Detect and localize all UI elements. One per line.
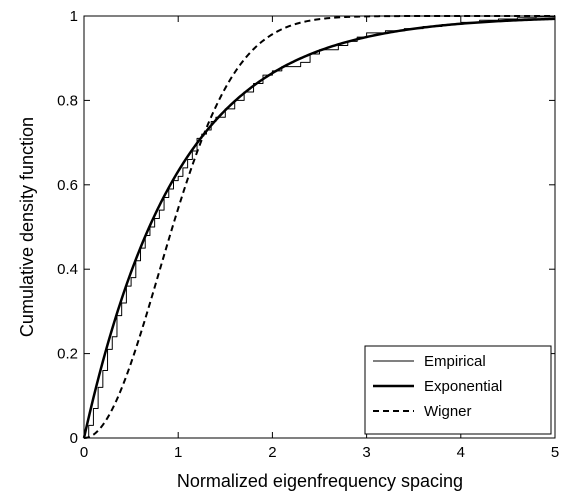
- legend-label-exponential: Exponential: [424, 378, 502, 395]
- x-tick-label-0: 0: [80, 444, 88, 461]
- series-line-exponential: [82, 17, 556, 439]
- x-axis-label: Normalized eigenfrequency spacing: [177, 471, 463, 491]
- series-line-empirical: [84, 16, 556, 439]
- y-axis-label: Cumulative density function: [17, 117, 37, 337]
- x-tick-label-4: 4: [457, 444, 465, 461]
- x-tick-label-3: 3: [362, 444, 370, 461]
- y-tick-label-3: 0.6: [57, 177, 78, 194]
- chart-series: [82, 15, 556, 439]
- y-tick-label-0: 0: [70, 430, 78, 447]
- legend-label-empirical: Empirical: [424, 353, 486, 370]
- legend-label-wigner: Wigner: [424, 403, 472, 420]
- axis-tick-labels: 0 1 2 3 4 5 0 0.2 0.4 0.6 0.8 1: [57, 8, 559, 461]
- x-tick-label-5: 5: [551, 444, 559, 461]
- y-tick-label-4: 0.8: [57, 92, 78, 109]
- x-tick-label-1: 1: [174, 444, 182, 461]
- y-tick-label-2: 0.4: [57, 261, 78, 278]
- y-tick-label-5: 1: [70, 8, 78, 25]
- series-line-wigner: [83, 15, 555, 439]
- y-tick-label-1: 0.2: [57, 346, 78, 363]
- x-tick-label-2: 2: [268, 444, 276, 461]
- legend: Empirical Exponential Wigner: [364, 345, 552, 435]
